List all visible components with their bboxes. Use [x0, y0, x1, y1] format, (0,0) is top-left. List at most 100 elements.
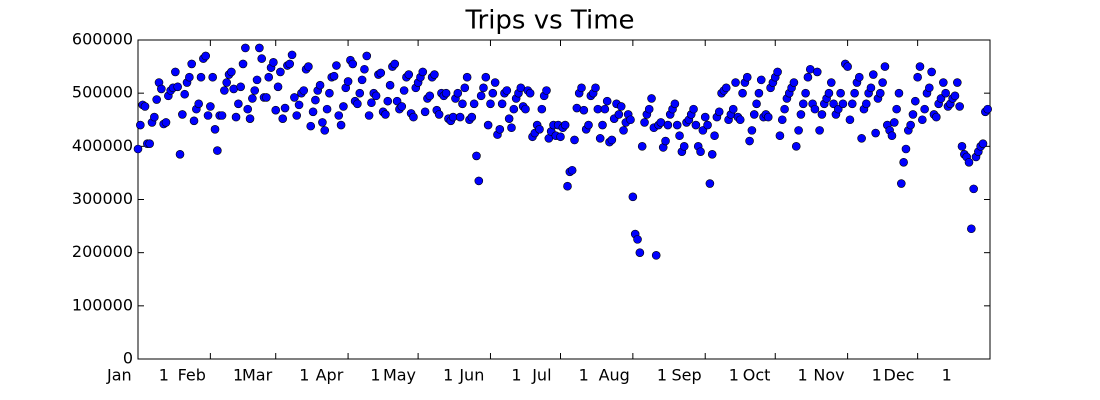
point [878, 78, 887, 87]
point [595, 134, 605, 143]
point [409, 112, 418, 122]
point [955, 102, 964, 111]
point [579, 105, 589, 115]
point [502, 86, 512, 95]
point [325, 88, 334, 98]
point [474, 176, 484, 186]
point [920, 104, 929, 114]
point [292, 111, 302, 120]
x-tick-label: Jan 1 [106, 366, 169, 385]
point [556, 132, 565, 142]
point [231, 112, 241, 122]
point [675, 131, 684, 140]
point [318, 118, 327, 127]
x-tick-label: Mar 1 [242, 366, 309, 385]
point [537, 104, 547, 114]
point [880, 62, 890, 71]
point [721, 83, 731, 93]
point [355, 88, 365, 98]
y-tick-label: 500000 [72, 83, 133, 102]
point [467, 112, 477, 122]
point [161, 118, 171, 127]
point [178, 110, 187, 119]
point [679, 142, 689, 151]
point [567, 165, 577, 175]
point [644, 104, 654, 114]
point [584, 120, 593, 130]
point [171, 67, 180, 77]
point [777, 115, 787, 125]
point [714, 107, 724, 117]
point [663, 120, 673, 130]
point [754, 88, 764, 98]
point [462, 72, 472, 82]
point [801, 88, 810, 98]
point [868, 70, 878, 79]
point [672, 120, 682, 130]
y-tick-label: 0 [123, 349, 133, 368]
point [222, 78, 232, 87]
point [362, 51, 372, 61]
point [453, 88, 463, 98]
point [728, 104, 738, 114]
point [542, 86, 551, 95]
x-tick-label: Aug 1 [599, 366, 668, 385]
point [845, 115, 855, 125]
point [570, 135, 579, 145]
point [710, 131, 719, 140]
point [367, 98, 376, 108]
point [152, 95, 161, 104]
point [983, 104, 992, 114]
point [836, 88, 845, 98]
point [815, 126, 824, 135]
point [509, 104, 519, 114]
point [691, 120, 701, 130]
x-tick-label: Jul 1 [531, 366, 589, 385]
point [742, 72, 752, 82]
point [780, 104, 789, 114]
point [705, 179, 715, 188]
point [150, 112, 159, 122]
point [775, 131, 785, 140]
point [217, 111, 227, 120]
y-tick-label: 300000 [72, 189, 133, 208]
point [434, 110, 444, 119]
x-tick-label: Nov 1 [813, 366, 882, 385]
point [173, 82, 182, 92]
point [238, 59, 248, 69]
point [707, 150, 717, 159]
point [208, 72, 217, 82]
point [273, 82, 283, 92]
point [640, 118, 649, 127]
point [469, 99, 479, 109]
point [908, 110, 918, 119]
point [521, 104, 530, 114]
point [264, 72, 274, 82]
point [285, 59, 295, 69]
point [290, 93, 299, 102]
point [196, 72, 206, 82]
point [535, 125, 544, 134]
point [252, 75, 262, 85]
point [600, 104, 610, 114]
point [420, 107, 430, 117]
point [978, 139, 988, 148]
point [339, 102, 348, 111]
point [245, 114, 255, 123]
point [847, 99, 857, 109]
point [241, 43, 250, 53]
point [619, 126, 628, 135]
point [939, 78, 948, 87]
point [889, 118, 899, 127]
x-tick-label: Feb 1 [178, 366, 244, 385]
point [271, 105, 281, 115]
point [941, 88, 950, 98]
point [794, 126, 803, 135]
point [756, 75, 766, 85]
point [925, 83, 934, 93]
point [390, 59, 400, 69]
point [203, 111, 213, 120]
point [957, 142, 967, 151]
point [383, 96, 393, 106]
